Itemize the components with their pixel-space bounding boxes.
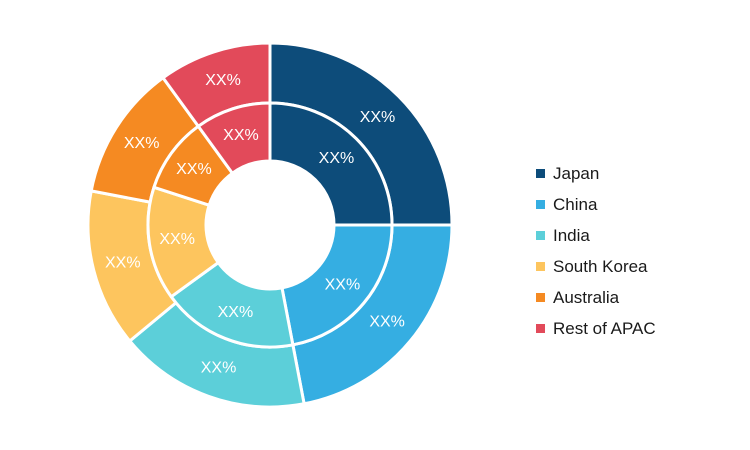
legend-label: India	[553, 225, 590, 245]
outer-ring-label-india: XX%	[201, 360, 237, 377]
outer-ring	[86, 41, 454, 409]
inner-ring-label-china: XX%	[325, 276, 361, 293]
outer-ring-label-south-korea: XX%	[105, 254, 141, 271]
legend-label: China	[553, 194, 598, 214]
legend-item-south-korea[interactable]: South Korea	[536, 251, 656, 282]
inner-ring	[146, 101, 394, 349]
legend: Japan China India South Korea Australia …	[536, 158, 656, 344]
inner-ring-slice-japan[interactable]	[268, 101, 394, 227]
legend-label: Australia	[553, 287, 620, 307]
legend-label: Rest of APAC	[553, 318, 656, 338]
outer-ring-label-rest-of-apac: XX%	[205, 72, 241, 89]
legend-swatch-south-korea	[536, 262, 545, 271]
inner-ring-label-rest-of-apac: XX%	[223, 127, 259, 144]
legend-item-australia[interactable]: Australia	[536, 282, 656, 313]
inner-ring-slice-china[interactable]	[280, 223, 394, 347]
legend-swatch-india	[536, 231, 545, 240]
inner-ring-label-japan: XX%	[319, 150, 355, 167]
legend-swatch-japan	[536, 169, 545, 178]
inner-ring-slice-rest-of-apac[interactable]	[196, 101, 272, 175]
inner-ring-label-india: XX%	[218, 304, 254, 321]
legend-label: Japan	[553, 163, 600, 183]
inner-ring-label-australia: XX%	[176, 161, 212, 178]
legend-item-japan[interactable]: Japan	[536, 158, 656, 189]
slice-labels: XX% XX% XX% XX% XX% XX% XX% XX% XX% XX% XX% XX%	[105, 72, 405, 377]
outer-ring-label-china: XX%	[369, 313, 405, 330]
legend-item-rest-of-apac[interactable]: Rest of APAC	[536, 313, 656, 344]
legend-label: South Korea	[553, 256, 648, 276]
legend-item-china[interactable]: China	[536, 189, 656, 220]
legend-swatch-china	[536, 200, 545, 209]
inner-ring-label-south-korea: XX%	[159, 231, 195, 248]
legend-item-india[interactable]: India	[536, 220, 656, 251]
outer-ring-label-australia: XX%	[124, 135, 160, 152]
legend-swatch-australia	[536, 293, 545, 302]
legend-swatch-rest-of-apac	[536, 324, 545, 333]
outer-ring-label-japan: XX%	[360, 109, 396, 126]
